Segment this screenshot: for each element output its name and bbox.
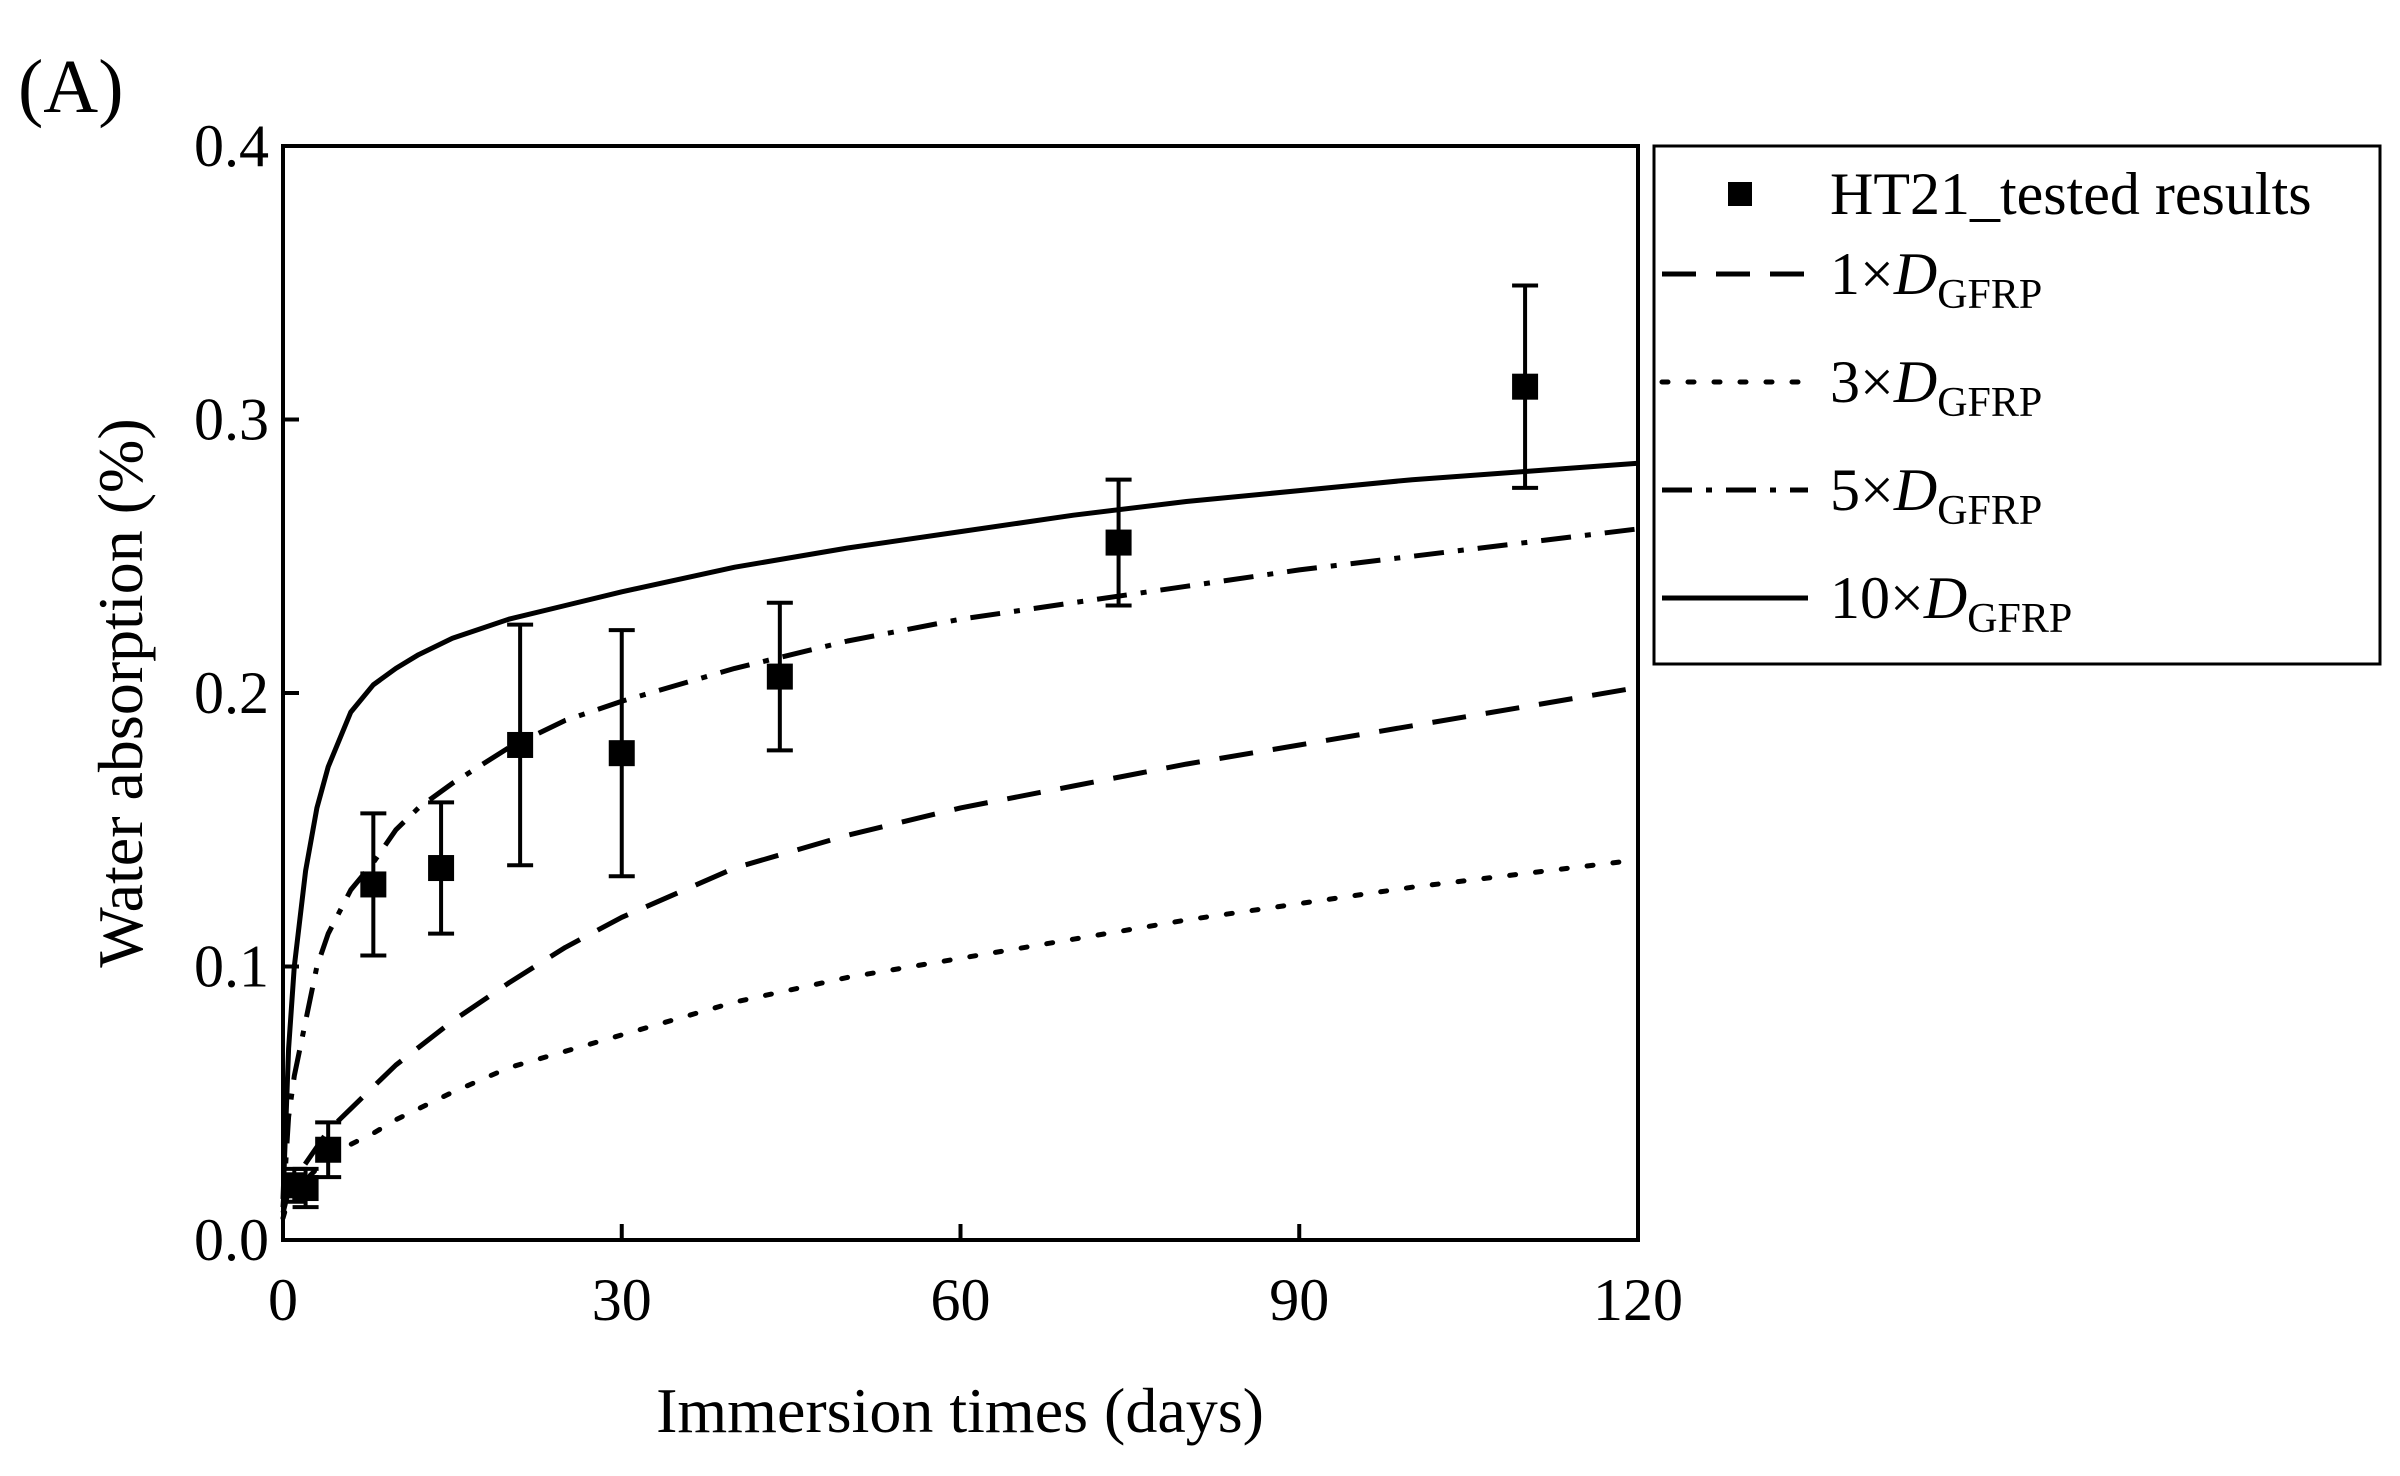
legend-label-subscript: GFRP (1937, 488, 2042, 534)
x-tick-label: 0 (268, 1267, 298, 1333)
legend-frame (1652, 144, 2382, 666)
legend-label-subscript: GFRP (1967, 596, 2072, 642)
plot-frame (281, 144, 1640, 1242)
data-point (766, 663, 793, 690)
legend-label-1: 3×DGFRP (1830, 349, 2042, 426)
y-tick-label: 0.4 (194, 113, 269, 179)
series-line-0 (280, 685, 1639, 1214)
data-point (608, 740, 635, 767)
x-axis: 0 30 60 90 120 (268, 1224, 1683, 1333)
legend-label-symbol: D (1893, 457, 1937, 523)
data-point (428, 855, 455, 882)
data-point (1105, 529, 1132, 556)
data-point (507, 731, 534, 758)
legend-label-prefix: 1× (1830, 241, 1894, 307)
series-line-3 (280, 460, 1639, 1200)
panel-label: (A) (18, 45, 124, 129)
legend-label-symbol: D (1923, 565, 1967, 631)
legend-label-prefix: 3× (1830, 349, 1894, 415)
legend-label-2: 5×DGFRP (1830, 457, 2042, 534)
legend-label-3: 10×DGFRP (1830, 565, 2072, 642)
legend-label-0: 1×DGFRP (1830, 241, 2042, 318)
legend-label-subscript: GFRP (1937, 272, 2042, 318)
legend-marker-tested (1728, 182, 1752, 206)
data-point (315, 1136, 342, 1163)
y-axis-label: Water absorption (%) (85, 418, 156, 967)
error-bars (281, 283, 1539, 1210)
x-tick-label: 90 (1269, 1267, 1329, 1333)
x-tick-label: 30 (592, 1267, 652, 1333)
legend-label-prefix: 5× (1830, 457, 1894, 523)
legend-label-symbol: D (1893, 349, 1937, 415)
model-curves (280, 460, 1641, 1221)
y-tick-label: 0.0 (194, 1207, 269, 1273)
x-axis-label: Immersion times (days) (656, 1375, 1264, 1446)
legend: HT21_tested results 1×DGFRP3×DGFRP5×DGFR… (1652, 144, 2382, 666)
y-tick-label: 0.1 (194, 934, 269, 1000)
data-point (1512, 373, 1539, 400)
x-tick-label: 120 (1593, 1267, 1683, 1333)
plot-area (280, 144, 1641, 1242)
y-axis: 0.0 0.1 0.2 0.3 0.4 (194, 113, 299, 1273)
y-tick-label: 0.3 (194, 387, 269, 453)
series-line-1 (280, 857, 1641, 1221)
legend-label-tested: HT21_tested results (1830, 161, 2312, 227)
data-point (292, 1175, 319, 1202)
data-markers (281, 373, 1539, 1202)
data-point (360, 871, 387, 898)
legend-label-prefix: 10× (1830, 565, 1924, 631)
y-tick-label: 0.2 (194, 660, 269, 726)
legend-label-subscript: GFRP (1937, 380, 2042, 426)
legend-label-symbol: D (1893, 241, 1937, 307)
x-tick-label: 60 (931, 1267, 991, 1333)
series-line-2 (280, 526, 1639, 1208)
